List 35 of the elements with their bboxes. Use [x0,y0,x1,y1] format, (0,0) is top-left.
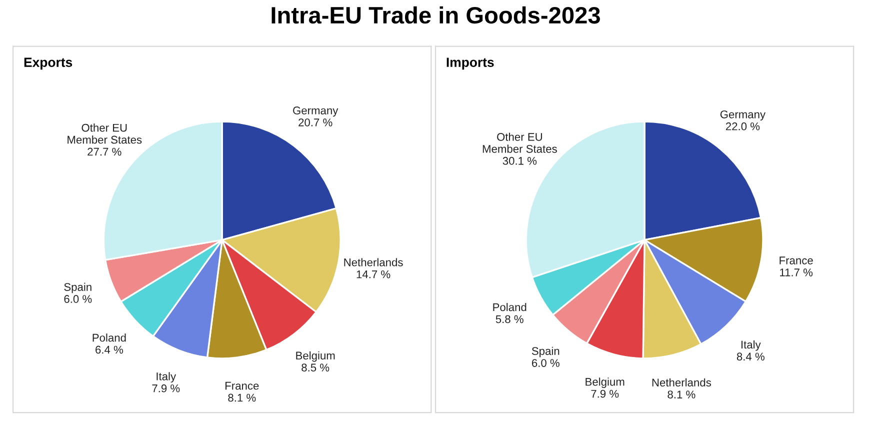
slice-label: Italy [741,340,761,351]
slice-label: France [780,256,813,264]
data-label: 11.7 % [780,268,813,276]
slice-label: Spain [64,282,92,294]
data-label: 7.9 % [152,384,180,392]
slice-label: Poland [92,334,126,342]
slice-label: Germany [293,106,338,117]
slice-label: Other EU Member States [482,132,557,153]
slice-label: France [226,382,259,390]
data-label: 30.1 % [502,156,537,165]
data-label: 8.4 % [736,352,764,361]
slice-label: Other EU Member States [68,124,142,144]
slice-label: Italy [156,372,176,383]
slice-label: Belgium [586,378,624,388]
slice-label: Poland [493,302,526,312]
chart-title: Imports [446,58,494,70]
chart-title: Exports [24,58,72,70]
data-label: 20.7 % [298,118,332,126]
slice-label: Germany [720,110,766,121]
slice-label: Belgium [296,351,335,362]
data-label: 8.5 % [302,364,330,372]
text: Intra-EU Trade in Goods-2023 [272,6,600,24]
slice-label: Spain [532,346,560,358]
data-label: 6.4 % [96,346,123,354]
data-label: 6.0 % [532,359,560,367]
data-label: 22.0 % [726,122,760,130]
data-label: 7.9 % [591,390,619,398]
data-label: 5.8 % [496,315,524,324]
data-label: 8.1 % [228,394,256,402]
data-label: 27.7 % [88,148,122,156]
data-label: 14.7 % [356,270,390,278]
data-label: 6.0 % [64,295,92,303]
data-label: 8.1 % [668,390,696,398]
slice-label: Netherlands [344,258,403,266]
slice-label: Netherlands [652,378,711,386]
